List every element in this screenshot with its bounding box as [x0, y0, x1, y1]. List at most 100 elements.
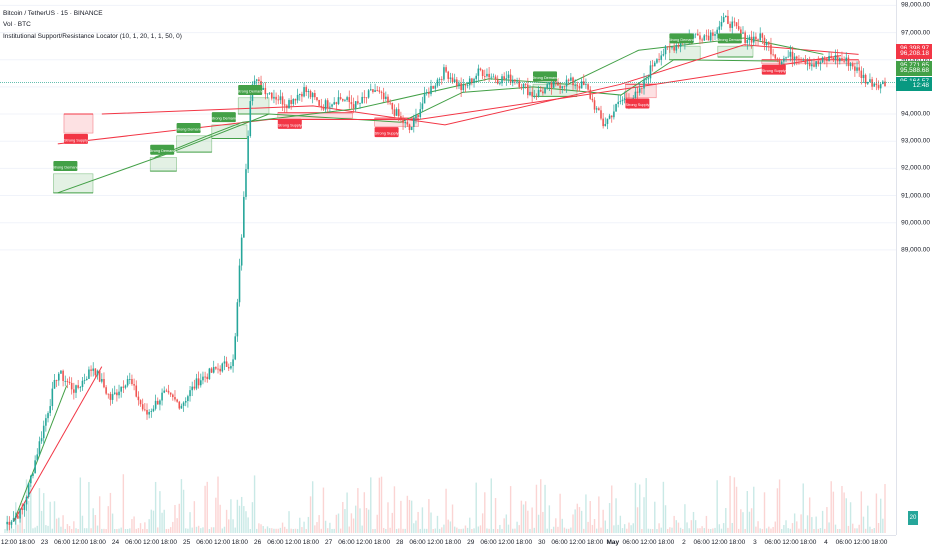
- volume-bar: [492, 528, 495, 533]
- candle-body: [486, 73, 488, 77]
- candle-body: [677, 45, 680, 47]
- volume-bar: [572, 514, 574, 533]
- volume-bar: [339, 528, 342, 533]
- volume-bar: [456, 527, 458, 533]
- volume-bar: [729, 475, 731, 533]
- volume-bar: [148, 519, 150, 533]
- candle-body: [770, 44, 772, 55]
- volume-bar: [60, 526, 62, 533]
- candle-body: [172, 394, 174, 398]
- volume-bar: [277, 528, 279, 533]
- volume-bar: [619, 515, 622, 533]
- candle-body: [761, 33, 764, 38]
- candle-body: [378, 90, 381, 92]
- volume-bar: [628, 522, 630, 533]
- volume-bar: [662, 481, 665, 533]
- volume-bar: [871, 528, 873, 533]
- candle-body: [202, 376, 204, 381]
- candle-body: [649, 65, 652, 79]
- time-tick: 18:00: [302, 539, 320, 546]
- volume-bar: [264, 528, 267, 533]
- volume-bar: [322, 487, 325, 533]
- supply-label: Strong Supply: [625, 98, 649, 109]
- volume-bar: [591, 524, 594, 533]
- candle-body: [727, 15, 729, 24]
- volume-bar: [367, 509, 370, 533]
- volume-bar: [824, 528, 826, 533]
- candle-body: [247, 136, 249, 170]
- volume-bar: [598, 496, 600, 533]
- candle-body: [135, 385, 138, 397]
- candle-body: [653, 62, 656, 67]
- candle-body: [862, 74, 865, 78]
- volume-bar: [608, 502, 611, 533]
- volume-bar: [34, 527, 36, 533]
- candle-body: [720, 21, 723, 27]
- candle-body: [475, 75, 477, 79]
- candle-body: [156, 400, 159, 405]
- candle-body: [436, 79, 439, 86]
- candle-body: [479, 68, 482, 71]
- candle-body: [329, 106, 331, 108]
- volume-bar: [234, 527, 236, 533]
- volume-bar: [787, 528, 789, 533]
- volume-bar: [834, 524, 837, 533]
- volume-bar: [509, 486, 512, 533]
- volume-bar: [137, 528, 140, 533]
- candle-body: [468, 78, 471, 86]
- volume-bar: [524, 501, 527, 533]
- volume-bar: [641, 528, 643, 533]
- candle-body: [464, 84, 467, 86]
- candle-body: [544, 88, 546, 94]
- candle-body: [402, 117, 404, 124]
- candle-body: [126, 379, 129, 386]
- volume-bar: [21, 504, 23, 533]
- candle-body: [120, 386, 122, 392]
- candle-body: [847, 57, 850, 67]
- candle-body: [823, 57, 826, 59]
- volume-bar: [540, 479, 542, 533]
- volume-bar: [249, 528, 251, 533]
- candle-body: [32, 473, 34, 476]
- candle-body: [122, 386, 125, 388]
- volume-bar: [800, 514, 802, 533]
- volume-bar: [682, 528, 684, 533]
- volume-bar: [256, 528, 258, 533]
- price-label: 95,588.68: [896, 65, 932, 76]
- volume-bar: [309, 496, 312, 533]
- candle-body: [195, 378, 198, 389]
- volume-bar: [808, 497, 811, 533]
- candle-body: [845, 57, 848, 62]
- candle-body: [537, 90, 540, 97]
- volume-bar: [755, 526, 757, 533]
- demand-label: Strong Demand: [175, 122, 202, 133]
- volume-bar: [98, 496, 101, 533]
- candle-body: [692, 34, 695, 39]
- candle-body: [236, 302, 239, 337]
- candle-body: [619, 101, 622, 102]
- volume-bar: [38, 488, 41, 533]
- candle-body: [828, 56, 830, 61]
- volume-bar: [144, 522, 146, 533]
- volume-bar: [580, 510, 583, 533]
- candlestick-chart[interactable]: Strong Supply Strong Supply Strong Supply S…: [0, 0, 896, 535]
- volume-bar: [55, 518, 58, 533]
- volume-bar: [632, 523, 634, 533]
- volume-bar: [589, 501, 591, 533]
- candle-body: [548, 82, 551, 85]
- candle-body: [531, 91, 533, 97]
- candle-body: [651, 65, 654, 67]
- candle-body: [765, 42, 768, 46]
- candle-body: [387, 96, 389, 103]
- time-tick: 4: [824, 539, 828, 546]
- volume-bar: [884, 484, 886, 533]
- volume-bar: [406, 495, 409, 533]
- candle-body: [286, 105, 288, 109]
- time-tick: 25: [182, 539, 191, 546]
- candle-body: [529, 91, 531, 96]
- candle-body: [445, 67, 447, 72]
- candle-body: [875, 83, 878, 86]
- time-axis[interactable]: 12:00 18:00 23 06:00 12:00 18:00 24 06:00 12:00 1…: [0, 535, 896, 551]
- supply-label: Strong Supply: [63, 133, 88, 144]
- candle-body: [116, 392, 118, 396]
